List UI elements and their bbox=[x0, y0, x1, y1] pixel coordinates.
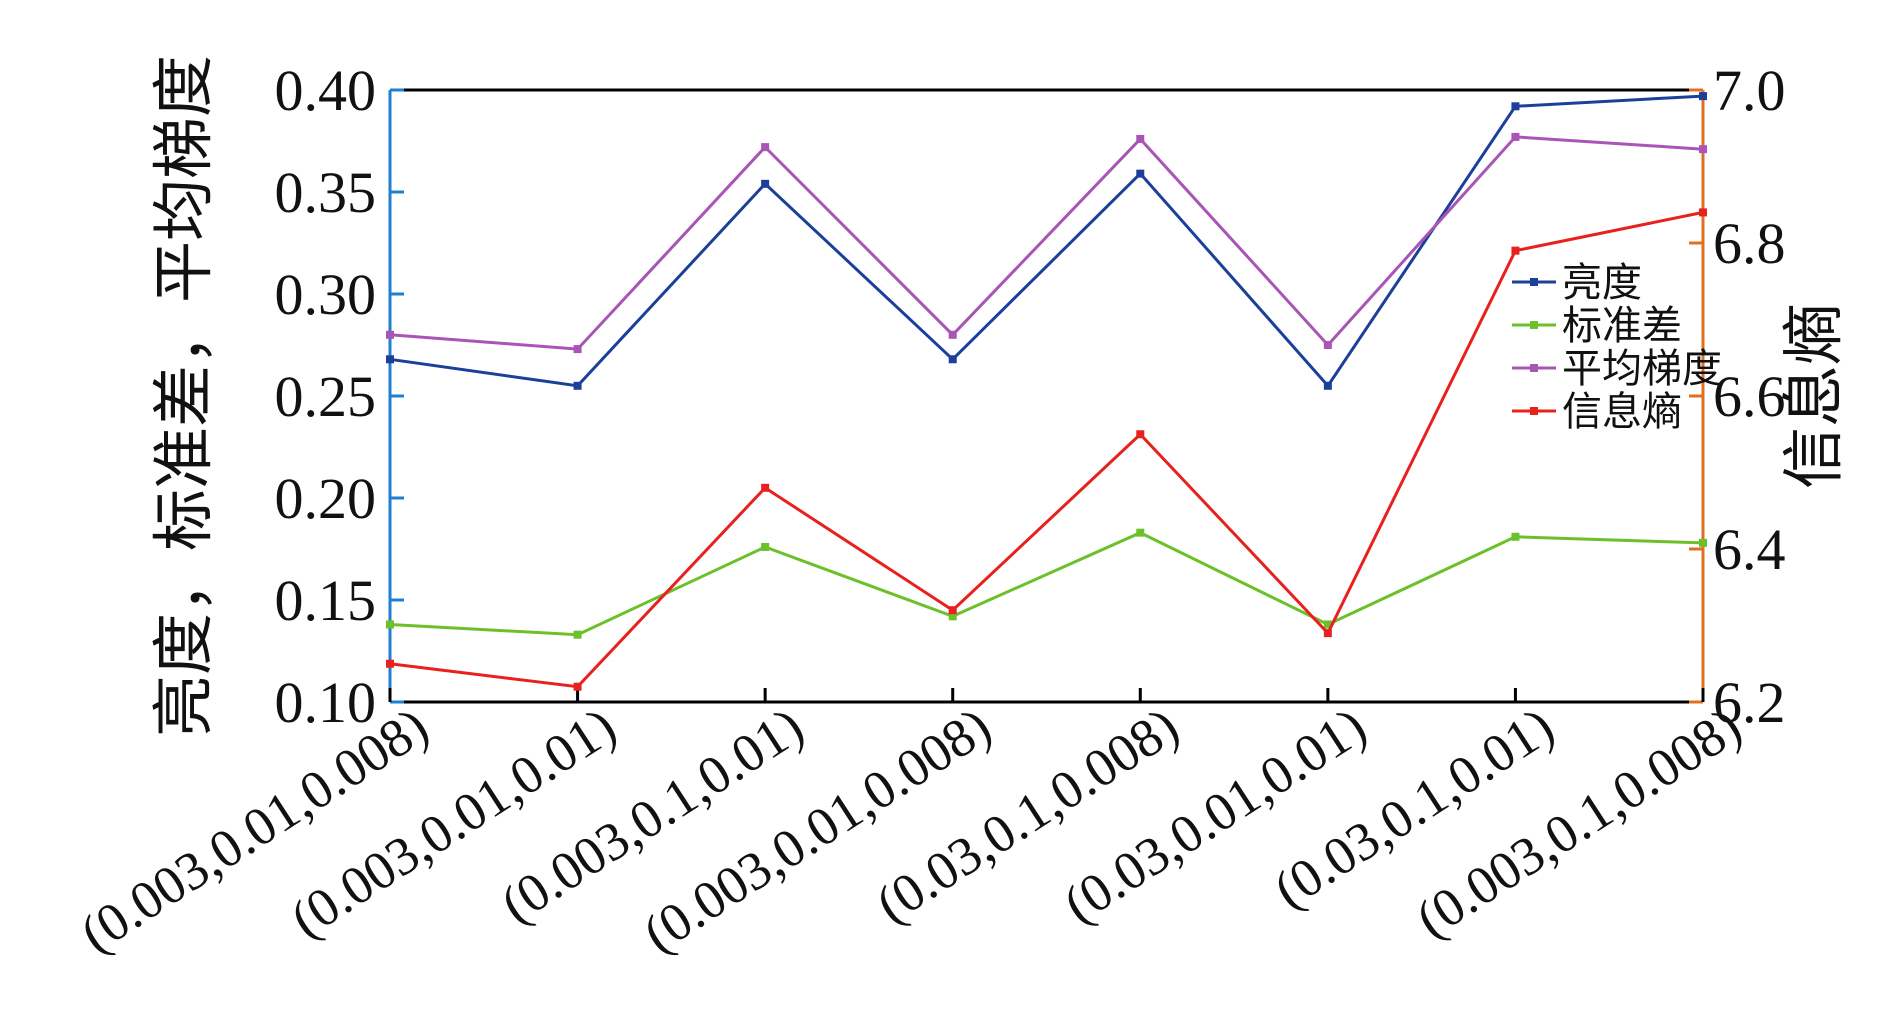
legend-marker bbox=[1530, 321, 1538, 329]
series-line bbox=[389, 531, 1704, 637]
left-tick-label: 0.25 bbox=[275, 364, 377, 429]
data-point bbox=[386, 659, 394, 668]
data-point bbox=[1136, 169, 1145, 178]
series-信息熵 bbox=[386, 208, 1707, 691]
left-axis-ticks: 0.10 0.15 0.20 0.25 0.30 0.35 0.40 bbox=[275, 58, 404, 735]
legend-label: 平均梯度 bbox=[1562, 346, 1722, 391]
legend-marker bbox=[1530, 407, 1538, 415]
x-tick-label: (0.003,0.1,0.008) bbox=[1406, 696, 1752, 950]
data-point bbox=[1136, 430, 1145, 439]
data-point bbox=[386, 330, 394, 339]
legend-label: 标准差 bbox=[1562, 303, 1682, 348]
data-point bbox=[761, 179, 770, 188]
right-tick-label: 7.0 bbox=[1713, 58, 1786, 123]
data-point bbox=[761, 483, 770, 492]
data-point bbox=[1699, 538, 1707, 547]
data-point bbox=[573, 381, 582, 390]
data-point bbox=[948, 355, 957, 364]
data-point bbox=[948, 612, 957, 621]
series-line bbox=[389, 135, 1704, 351]
data-point bbox=[1323, 381, 1332, 390]
data-point bbox=[948, 606, 957, 615]
right-axis-ticks: 6.2 6.4 6.6 6.8 7.0 bbox=[1689, 58, 1786, 735]
right-axis-label: 信息熵 bbox=[1781, 303, 1849, 489]
left-tick-label: 0.15 bbox=[275, 568, 377, 633]
left-axis-label: 亮度，标准差，平均梯度 bbox=[151, 55, 219, 737]
series-平均梯度 bbox=[386, 132, 1707, 354]
series-标准差 bbox=[386, 528, 1707, 639]
data-point bbox=[1699, 92, 1707, 101]
data-point bbox=[1323, 629, 1332, 638]
left-tick-label: 0.40 bbox=[275, 58, 377, 123]
data-point bbox=[761, 542, 770, 551]
data-point bbox=[1511, 532, 1520, 541]
x-tick-label: (0.003,0.01,0.008) bbox=[70, 696, 439, 964]
right-tick-label: 6.6 bbox=[1713, 364, 1786, 429]
legend-item: 亮度 bbox=[1512, 260, 1642, 305]
left-tick-label: 0.30 bbox=[275, 262, 377, 327]
data-point bbox=[573, 345, 582, 354]
data-point bbox=[1323, 341, 1332, 349]
series-亮度 bbox=[386, 92, 1707, 390]
left-tick-label: 0.35 bbox=[275, 160, 377, 225]
data-point bbox=[1511, 102, 1520, 111]
legend-label: 信息熵 bbox=[1562, 389, 1682, 434]
legend-item: 标准差 bbox=[1512, 303, 1682, 348]
legend-label: 亮度 bbox=[1562, 260, 1642, 305]
axes bbox=[388, 88, 1705, 704]
legend-marker bbox=[1530, 364, 1538, 372]
data-point bbox=[761, 143, 770, 152]
legend-item: 信息熵 bbox=[1512, 389, 1682, 434]
data-point bbox=[1136, 134, 1145, 143]
series-line bbox=[389, 210, 1704, 689]
legend-marker bbox=[1530, 278, 1538, 286]
data-point bbox=[573, 630, 582, 639]
data-point bbox=[386, 355, 394, 364]
right-tick-label: 6.8 bbox=[1713, 211, 1786, 276]
data-point bbox=[1511, 246, 1520, 255]
legend-item: 平均梯度 bbox=[1512, 346, 1722, 391]
series-group bbox=[386, 92, 1707, 691]
data-point bbox=[1699, 208, 1707, 217]
data-point bbox=[1323, 620, 1332, 629]
data-point bbox=[1699, 145, 1707, 154]
series-line bbox=[389, 94, 1704, 389]
right-tick-label: 6.4 bbox=[1713, 517, 1786, 582]
data-point bbox=[1511, 132, 1520, 141]
x-tick-label: (0.003,0.01,0.008) bbox=[633, 696, 1002, 964]
data-point bbox=[573, 682, 582, 691]
data-point bbox=[1136, 528, 1145, 537]
left-tick-label: 0.20 bbox=[275, 466, 377, 531]
data-point bbox=[948, 330, 957, 339]
left-tick-label: 0.10 bbox=[275, 670, 377, 735]
data-point bbox=[386, 620, 394, 629]
right-tick-label: 6.2 bbox=[1713, 670, 1786, 735]
